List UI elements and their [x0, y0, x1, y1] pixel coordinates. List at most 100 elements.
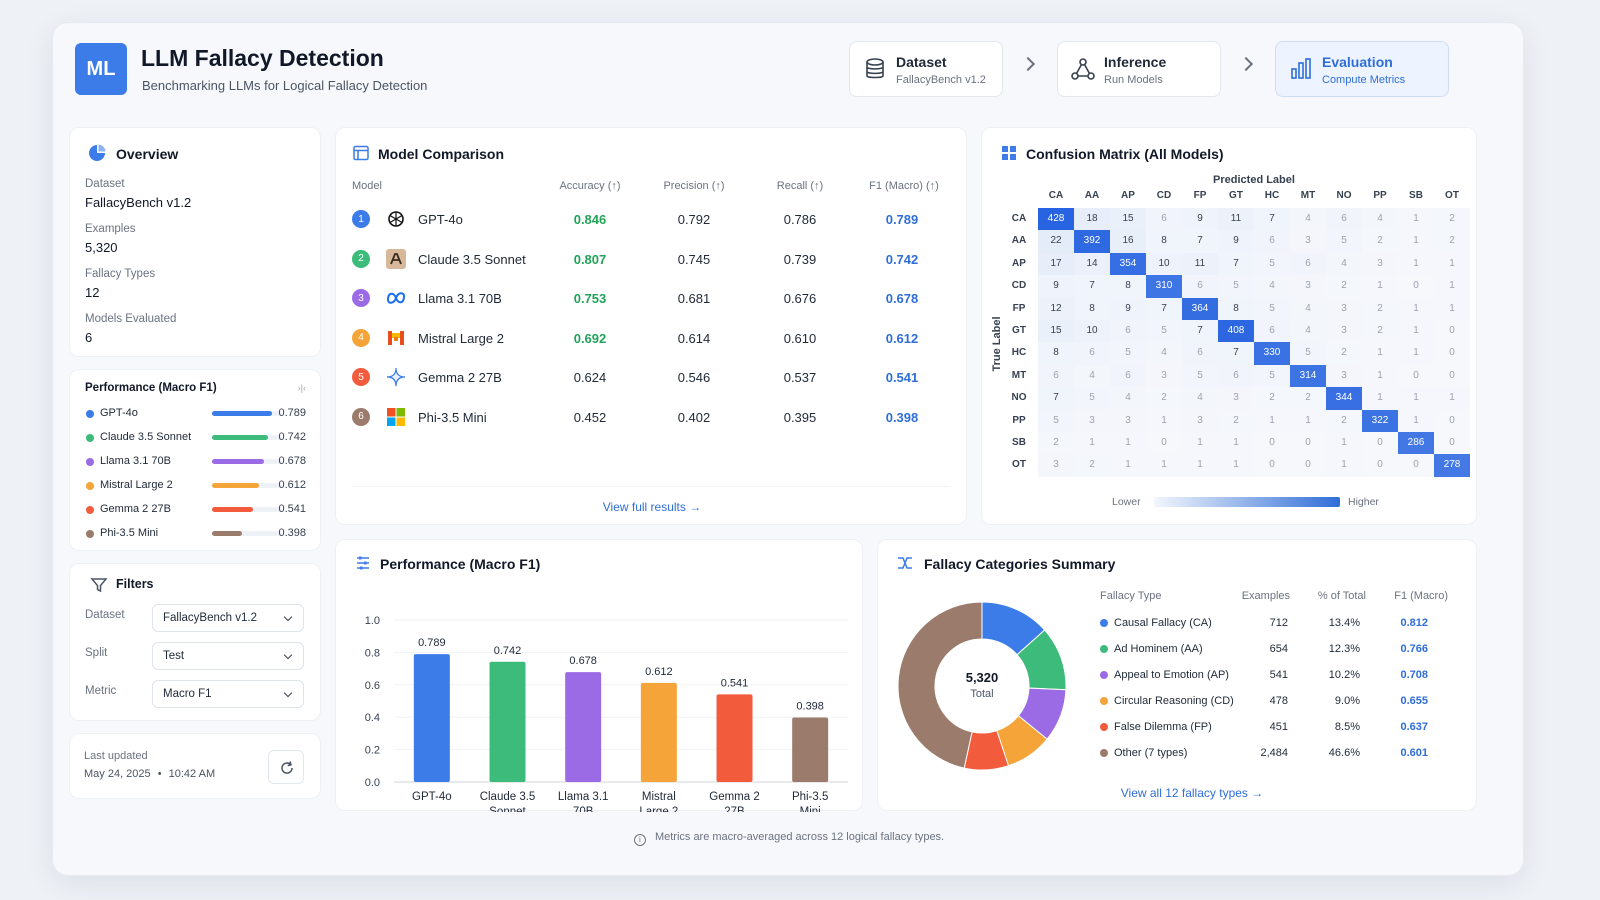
metric-select-value: Macro F1 — [163, 688, 212, 700]
x-tick-label: Large 2 — [639, 806, 678, 812]
refresh-button[interactable] — [268, 750, 304, 784]
matrix-cell: 9 — [1038, 275, 1074, 298]
bar-value-label: 0.541 — [721, 677, 749, 689]
model-score: 0.678 — [278, 455, 306, 467]
matrix-cell: 1 — [1398, 342, 1434, 365]
progress-fill — [212, 483, 259, 488]
column-header[interactable]: F1 (Macro) (↑) — [869, 180, 939, 192]
step-evaluation[interactable]: Evaluation Compute Metrics — [1275, 41, 1449, 97]
accuracy-value: 0.624 — [573, 370, 607, 385]
column-header[interactable]: Precision (↑) — [663, 180, 725, 192]
matrix-cell: 3 — [1218, 387, 1254, 410]
matrix-cell: 0 — [1434, 364, 1470, 388]
matrix-cell: 5 — [1254, 252, 1290, 276]
matrix-cell: 1 — [1362, 275, 1398, 298]
matrix-column-label: AP — [1121, 190, 1135, 201]
fallacy-row[interactable]: False Dilemma (FP) 451 8.5% 0.637 — [1100, 718, 1446, 738]
matrix-cell: 9 — [1182, 208, 1218, 231]
x-tick-label: Mistral — [642, 791, 676, 803]
fallacy-row[interactable]: Other (7 types) 2,484 46.6% 0.601 — [1100, 744, 1446, 764]
filter-label: Split — [85, 647, 108, 659]
matrix-cell: 0 — [1398, 364, 1434, 388]
table-row[interactable]: 4 Mistral Large 2 0.692 0.614 0.610 0.612 — [350, 323, 950, 353]
x-tick-label: Claude 3.5 — [480, 791, 536, 803]
matrix-cell: 0 — [1434, 320, 1470, 343]
fallacy-examples: 478 — [1269, 695, 1288, 707]
table-row[interactable]: 6 Phi-3.5 Mini 0.452 0.402 0.395 0.398 — [350, 402, 950, 432]
fallacy-row[interactable]: Circular Reasoning (CD) 478 9.0% 0.655 — [1100, 692, 1446, 712]
column-header: % of Total — [1317, 590, 1366, 602]
matrix-cell: 8 — [1038, 342, 1074, 365]
matrix-cell: 1 — [1326, 454, 1362, 477]
legend-dot — [1100, 697, 1108, 705]
legend-dot — [1100, 723, 1108, 731]
matrix-cell: 4 — [1182, 387, 1218, 410]
matrix-cell: 15 — [1110, 208, 1146, 231]
last-updated-value: May 24, 2025 • 10:42 AM — [84, 768, 215, 780]
matrix-cell: 4 — [1146, 342, 1182, 365]
matrix-cell: 1 — [1398, 409, 1434, 432]
fallacy-summary-title: Fallacy Categories Summary — [924, 556, 1116, 572]
column-header[interactable]: Accuracy (↑) — [559, 180, 621, 192]
matrix-cell: 3 — [1038, 454, 1074, 477]
donut-slice[interactable] — [897, 601, 983, 769]
column-header: Model — [352, 180, 382, 192]
fallacy-row[interactable]: Appeal to Emotion (AP) 541 10.2% 0.708 — [1100, 666, 1446, 686]
legend-dot — [1100, 749, 1108, 757]
matrix-cell: 2 — [1254, 387, 1290, 410]
bar[interactable] — [640, 682, 677, 782]
bar[interactable] — [792, 717, 829, 782]
bar[interactable] — [413, 654, 450, 782]
table-row[interactable]: 1 GPT-4o 0.846 0.792 0.786 0.789 — [350, 204, 950, 234]
matrix-cell: 10 — [1074, 320, 1110, 343]
table-row[interactable]: 2 Claude 3.5 Sonnet 0.807 0.745 0.739 0.742 — [350, 244, 950, 274]
matrix-cell: 2 — [1218, 409, 1254, 432]
x-tick-label: GPT-4o — [412, 791, 452, 803]
progress-fill — [212, 435, 269, 440]
bar[interactable] — [565, 672, 602, 782]
matrix-cell: 2 — [1434, 230, 1470, 253]
chevron-right-icon — [1020, 56, 1036, 72]
metric-select[interactable]: Macro F1 — [152, 680, 304, 708]
model-name: Phi-3.5 Mini — [100, 527, 159, 539]
donut-total: 5,320 — [965, 670, 999, 685]
matrix-cell: 11 — [1218, 208, 1254, 231]
step-inference[interactable]: Inference Run Models — [1057, 41, 1221, 97]
step-dataset[interactable]: Dataset FallacyBench v1.2 — [849, 41, 1003, 97]
table-row[interactable]: 5 Gemma 2 27B 0.624 0.546 0.537 0.541 — [350, 362, 950, 392]
matrix-cell: 6 — [1326, 208, 1362, 231]
matrix-cell: 1 — [1110, 454, 1146, 477]
split-select[interactable]: Test — [152, 642, 304, 670]
model-comparison-card: Model Comparison Model Accuracy (↑) Prec… — [335, 127, 967, 525]
matrix-row-label: NO — [1011, 392, 1027, 404]
bar-value-label: 0.742 — [494, 645, 522, 657]
matrix-cell: 1 — [1254, 409, 1290, 432]
progress-track — [212, 411, 282, 416]
table-row[interactable]: 3 Llama 3.1 70B 0.753 0.681 0.676 0.678 — [350, 283, 950, 313]
matrix-cell: 0 — [1362, 432, 1398, 455]
donut-chart — [897, 601, 1067, 771]
bar[interactable] — [716, 694, 753, 782]
matrix-row-label: HC — [1011, 347, 1027, 359]
bar[interactable] — [489, 661, 526, 782]
dataset-select[interactable]: FallacyBench v1.2 — [152, 604, 304, 632]
matrix-cell: 4 — [1290, 297, 1326, 320]
expand-icon[interactable]: ›|‹ — [297, 383, 306, 393]
model-name: Claude 3.5 Sonnet — [418, 251, 526, 267]
view-full-results-link[interactable]: View full results → — [602, 500, 702, 514]
y-tick-label: 0.2 — [365, 745, 380, 757]
matrix-column-label: CD — [1156, 190, 1172, 201]
matrix-cell: 18 — [1074, 208, 1110, 231]
legend-dot — [86, 530, 94, 538]
step-evaluation-title: Evaluation — [1322, 54, 1393, 70]
column-header[interactable]: Recall (↑) — [776, 180, 824, 192]
view-all-fallacy-types-link[interactable]: View all 12 fallacy types → — [1120, 786, 1264, 800]
fallacy-row[interactable]: Ad Hominem (AA) 654 12.3% 0.766 — [1100, 640, 1446, 660]
dataset-select-value: FallacyBench v1.2 — [163, 612, 257, 624]
matrix-cell: 1 — [1398, 297, 1434, 320]
matrix-row-label: AP — [1012, 257, 1026, 269]
x-tick-label: 27B — [724, 806, 745, 812]
x-tick-label: Phi-3.5 — [792, 791, 828, 803]
divider — [352, 486, 950, 487]
fallacy-row[interactable]: Causal Fallacy (CA) 712 13.4% 0.812 — [1100, 614, 1446, 634]
